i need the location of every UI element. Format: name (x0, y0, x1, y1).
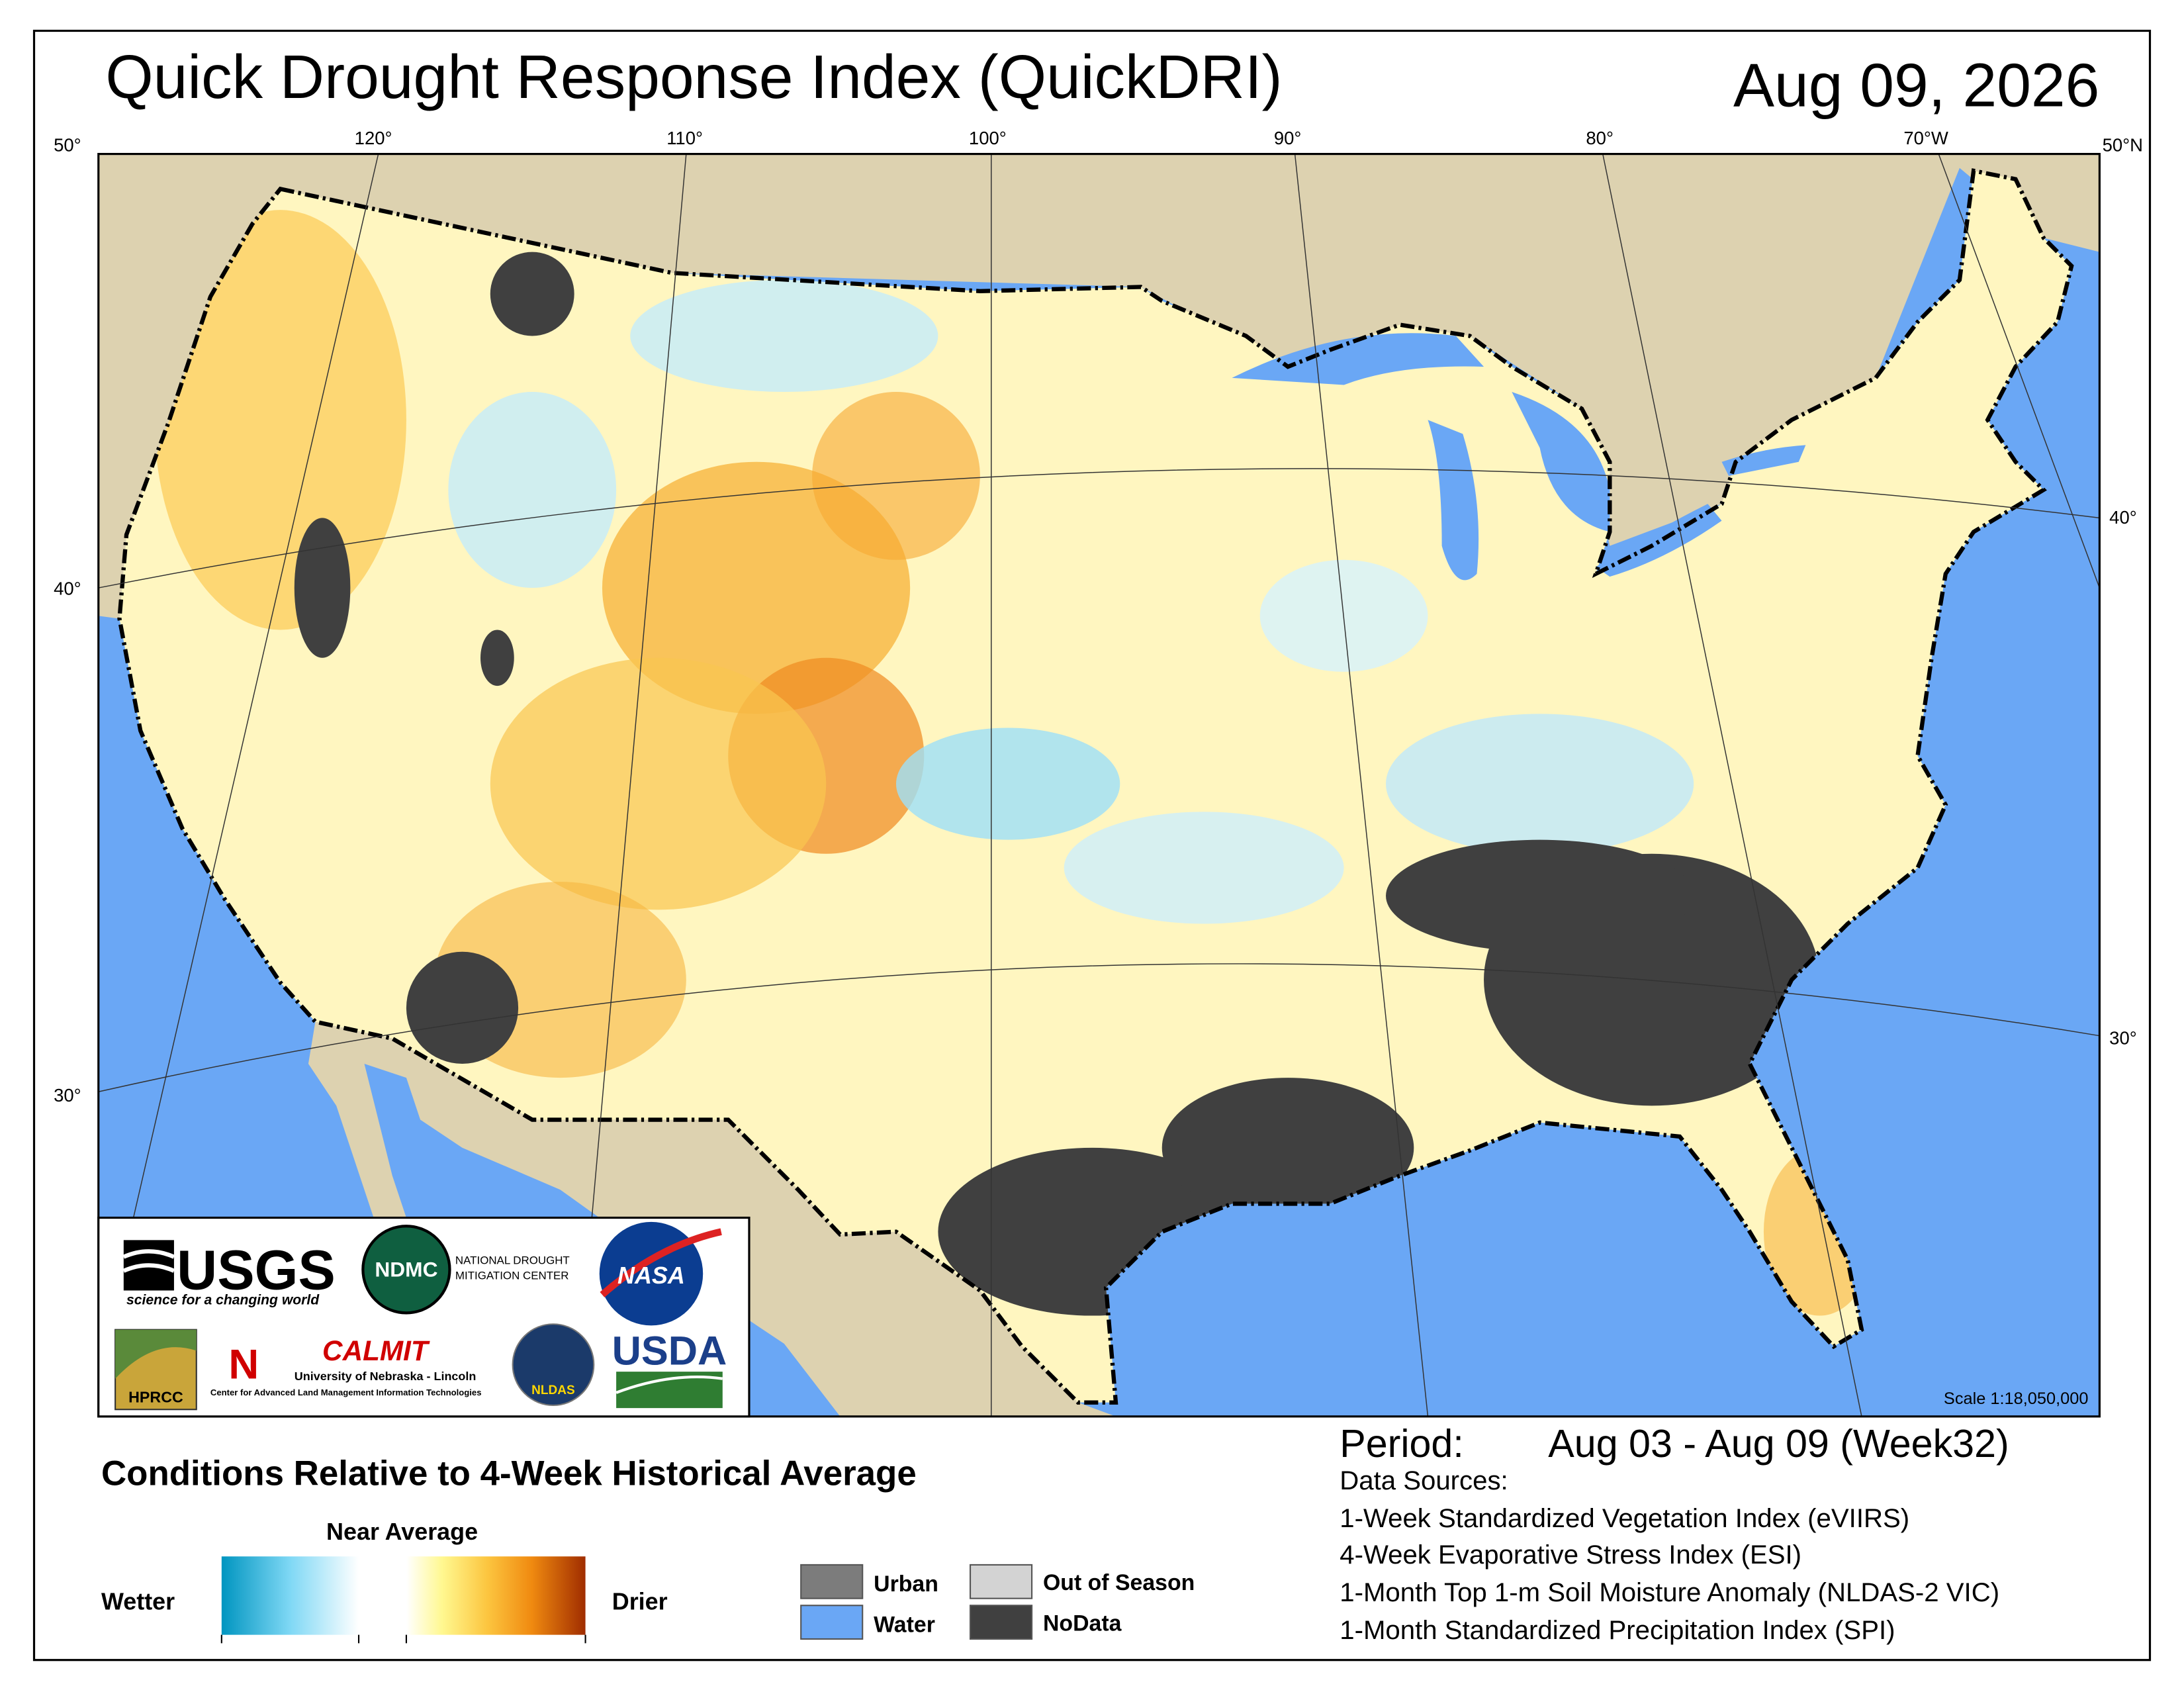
source: 1-Month Standardized Precipitation Index… (1340, 1615, 1895, 1645)
hprcc: HPRCC (128, 1389, 183, 1406)
lake-michigan (1428, 420, 1479, 581)
nodata-swatch (969, 1605, 1033, 1640)
urban-swatch (800, 1564, 864, 1599)
nasa: NASA (617, 1262, 685, 1289)
lon-label: 70°W (1903, 128, 1948, 148)
nodata-label: NoData (1043, 1611, 1122, 1636)
nasa-swoosh (600, 1228, 722, 1297)
outer-border (32, 29, 2152, 1662)
title: Quick Drought Response Index (QuickDRI) (105, 42, 1282, 111)
lat-label: 40° (2109, 507, 2137, 528)
lake-huron (1512, 392, 1610, 532)
usda-field (616, 1372, 723, 1409)
lat-label: 50°N (2103, 134, 2143, 155)
lon-label: 90° (1274, 128, 1302, 148)
lat-label: 30° (54, 1085, 81, 1105)
nldas: NLDAS (531, 1383, 575, 1397)
water-label: Water (874, 1612, 935, 1637)
source: 1-Month Top 1-m Soil Moisture Anomaly (N… (1340, 1577, 1999, 1607)
drier: Drier (612, 1588, 668, 1615)
calmit: CALMIT (322, 1335, 430, 1366)
scale: Scale 1:18,050,000 (1944, 1389, 2089, 1408)
unl-mark: N (228, 1342, 259, 1388)
ramp-ticks (220, 1634, 586, 1644)
source: 1-Week Standardized Vegetation Index (eV… (1340, 1503, 1909, 1533)
ndmc: NDMC (375, 1257, 437, 1281)
lon-label: 120° (355, 128, 392, 148)
source: 4-Week Evaporative Stress Index (ESI) (1340, 1540, 1801, 1570)
nldas-mark (512, 1323, 595, 1406)
usgs-tagline: science for a changing world (126, 1293, 320, 1308)
hprcc-hill (115, 1329, 197, 1379)
lat-label: 40° (54, 579, 81, 599)
usgs: USGS (177, 1238, 336, 1301)
graticule-labels: 50° 120° 110° 100° 90° 80° 70°W 50°N 40°… (54, 128, 2143, 1105)
calmit-center: Center for Advanced Land Management Info… (210, 1387, 482, 1397)
calmit-university: University of Nebraska - Lincoln (295, 1370, 477, 1383)
wetter-ramp (221, 1556, 359, 1635)
lon-label: 110° (666, 128, 703, 148)
drier-ramp (406, 1556, 586, 1635)
map (98, 154, 2100, 1417)
water-swatch (800, 1605, 864, 1640)
date: Aug 09, 2026 (1733, 51, 2099, 120)
canada (98, 154, 2100, 619)
ndmc-name: MITIGATION CENTER (455, 1270, 569, 1282)
graticule (98, 154, 2100, 1417)
period-label: Period: (1340, 1421, 1464, 1466)
lake-superior (1232, 333, 1484, 385)
out-of-season-swatch (969, 1564, 1033, 1599)
sources-label: Data Sources: (1340, 1466, 1508, 1495)
wetter: Wetter (101, 1588, 175, 1615)
out-of-season-label: Out of Season (1043, 1570, 1195, 1595)
ndmc-mark (361, 1225, 451, 1315)
lat-label: 30° (2109, 1027, 2137, 1048)
legend-heading: Conditions Relative to 4-Week Historical… (101, 1454, 917, 1493)
lon-label: 100° (969, 128, 1007, 148)
map-frame (97, 153, 2101, 1418)
logos: USGS science for a changing world NDMC N… (97, 1216, 751, 1418)
period: Aug 03 - Aug 09 (Week32) (1548, 1421, 2009, 1466)
usgs-waves (122, 1249, 175, 1273)
urban-label: Urban (874, 1571, 938, 1597)
usda: USDA (612, 1328, 727, 1374)
near-average: Near Average (326, 1518, 478, 1545)
ndmc-name: NATIONAL DROUGHT (455, 1254, 570, 1266)
drought-pattern (154, 210, 1876, 1316)
lat-label: 50° (54, 134, 81, 155)
lake-ontario (1721, 445, 1806, 476)
usda-swoosh (615, 1375, 723, 1394)
lon-label: 80° (1586, 128, 1614, 148)
